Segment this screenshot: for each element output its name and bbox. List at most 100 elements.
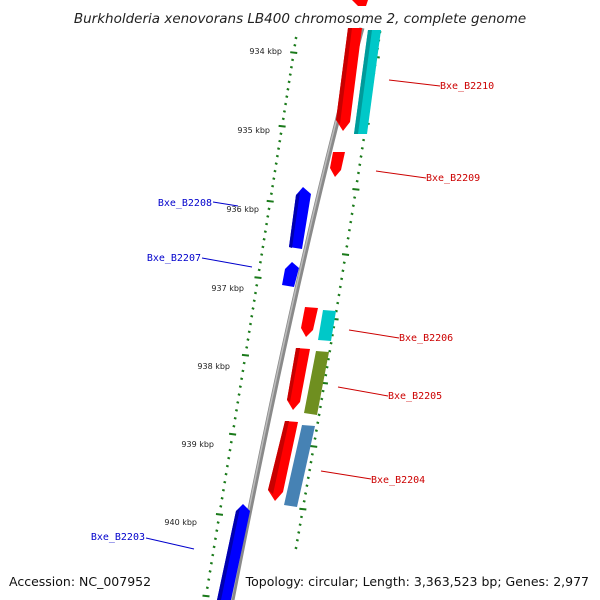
outer-tick-30 [340,277,344,281]
inner-tick-48 [236,401,240,404]
inner-tick-21 [269,192,273,196]
inner-tick-25 [265,222,269,226]
inner-tick-34 [253,291,258,295]
inner-tick-54 [228,448,232,452]
inner-tick-20 [271,184,275,188]
gene-label-bxe-b2204[interactable]: Bxe_B2204 [371,475,425,486]
inner-tick-30 [258,260,262,264]
outer-tick-31 [338,285,342,289]
feature-bxe-b2210-shade [336,28,352,124]
inner-tick-41 [245,346,249,349]
outer-tick-57 [304,492,308,495]
outer-tick-58 [302,499,306,503]
inner-tick-14 [278,139,282,143]
tick-labels: 934 kbp 935 kbp 936 kbp 937 kbp 938 kbp … [164,47,282,527]
inner-tick-62 [215,513,224,516]
inner-tick-59 [221,488,225,492]
inner-tick-69 [208,570,212,573]
inner-tick-44 [241,369,245,373]
outer-tick-63 [295,538,299,542]
inner-tick-12 [278,124,286,128]
outer-tick-28 [342,261,346,265]
inner-tick-56 [225,464,229,468]
leader-bxe-b2207 [201,257,253,268]
feature-bxe-b2206-red[interactable] [301,307,318,337]
inner-tick-28 [261,245,265,249]
feature-bxe-b2205-olive[interactable] [304,351,329,415]
accession-text: Accession: NC_007952 [9,574,151,589]
inner-tick-27 [262,237,266,241]
feature-top-partial[interactable] [352,0,368,6]
gene-label-bxe-b2209[interactable]: Bxe_B2209 [426,173,480,184]
inner-tick-71 [205,586,209,590]
inner-tick-43 [242,361,246,365]
tick-label-936: 936 kbp [226,205,259,214]
outer-tick-34 [334,309,338,313]
inner-tick-29 [260,253,264,256]
map-title: Burkholderia xenovorans LB400 chromosome… [74,11,526,27]
outer-tick-16 [358,163,362,167]
feature-bxe-b2205-red[interactable] [287,348,310,410]
feature-bxe-b2210-arrow[interactable] [336,28,362,131]
gene-label-bxe-b2206[interactable]: Bxe_B2206 [399,333,453,344]
tick-label-935: 935 kbp [237,126,270,135]
outer-tick-60 [299,515,304,519]
outer-tick-55 [306,476,310,480]
inner-tick-32 [254,276,262,279]
label-leaders [145,79,441,550]
inner-tick-40 [246,338,250,341]
outer-tick-64 [294,546,298,550]
inner-tick-72 [202,594,210,598]
inner-tick-61 [219,505,223,508]
feature-bxe-b2210-cyan-shade [354,30,372,134]
leader-bxe-b2208 [212,201,239,207]
inner-tick-10 [282,110,286,113]
gene-label-bxe-b2203[interactable]: Bxe_B2203 [91,532,145,543]
inner-tick-46 [238,385,242,389]
outer-tick-38 [329,341,333,345]
gene-label-bxe-b2207[interactable]: Bxe_B2207 [147,253,201,264]
outer-tick-13 [362,138,366,142]
inner-tick-68 [209,561,213,565]
leader-bxe-b2206 [348,329,400,339]
gene-label-bxe-b2210[interactable]: Bxe_B2210 [440,81,494,92]
feature-bxe-b2209[interactable] [330,152,345,177]
gene-labels: Bxe_B2210 Bxe_B2209 Bxe_B2208 Bxe_B2207 … [91,81,494,543]
feature-bxe-b2205-shade [287,348,300,402]
inner-tick-42 [241,353,250,357]
outer-tick-15 [359,155,363,158]
inner-tick-22 [266,199,274,203]
outer-tick-32 [337,293,341,297]
outer-tick-44 [321,389,325,393]
leader-bxe-b2203 [145,537,195,550]
inner-tick-57 [224,472,228,476]
outer-tick-53 [309,460,313,464]
tick-label-934: 934 kbp [249,47,282,56]
gene-label-bxe-b2205[interactable]: Bxe_B2205 [388,391,442,402]
outer-tick-41 [325,365,329,369]
inner-tick-65 [213,537,217,541]
outer-tick-29 [341,269,345,273]
tick-label-939: 939 kbp [181,440,214,449]
feature-bxe-b2206-cyan[interactable] [318,310,336,341]
inner-tick-5 [288,73,292,76]
outer-tick-59 [299,507,307,511]
outer-tick-51 [310,445,318,448]
outer-tick-61 [298,523,302,527]
feature-bxe-b2208[interactable] [289,187,311,249]
feature-bxe-b2204-steelblue[interactable] [284,425,315,507]
feature-bxe-b2204-shade [268,421,289,494]
gene-label-bxe-b2208[interactable]: Bxe_B2208 [158,198,212,209]
outer-tick-18 [355,179,359,183]
feature-bxe-b2207[interactable] [282,262,299,287]
inner-tick-37 [250,314,254,318]
outer-tick-42 [324,373,328,377]
inner-tick-0 [294,36,298,40]
inner-tick-1 [293,43,297,47]
inner-tick-33 [255,283,259,287]
tick-label-940: 940 kbp [164,518,197,527]
inner-tick-39 [247,330,251,334]
inner-tick-2 [290,51,298,54]
inner-tick-11 [281,117,285,121]
